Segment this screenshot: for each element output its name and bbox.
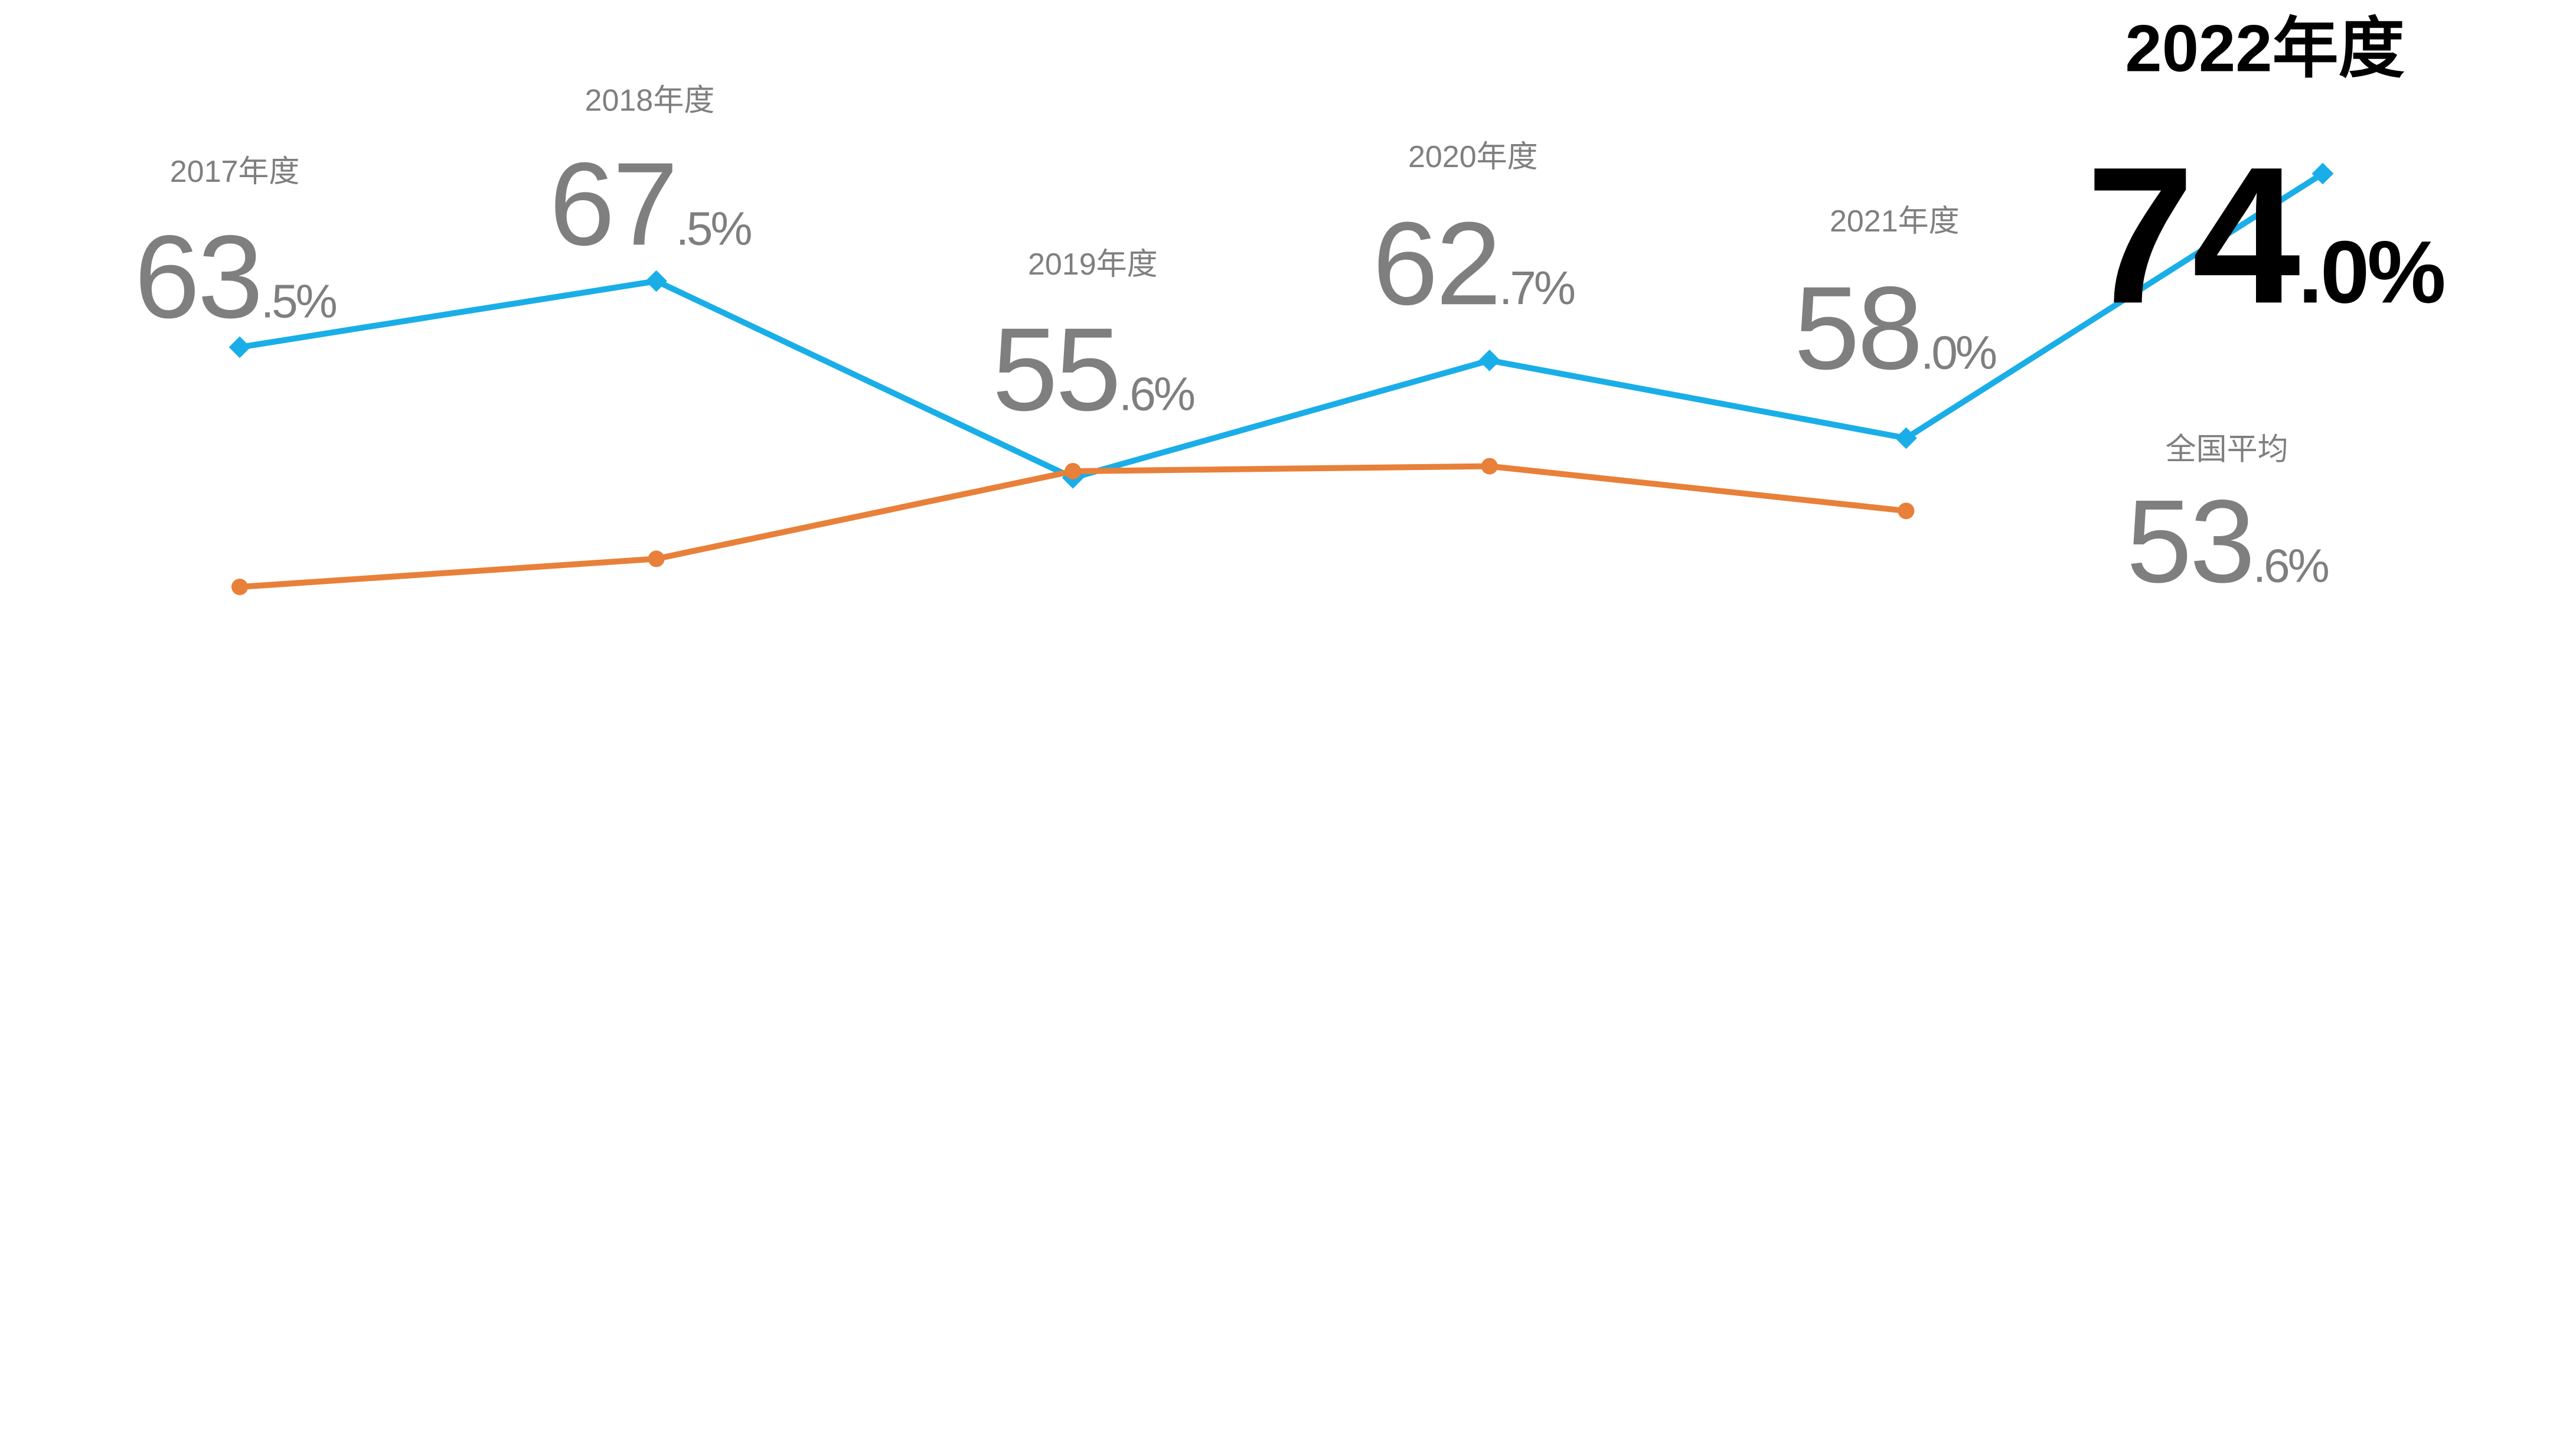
category-label: 2021年度 <box>1830 204 1960 239</box>
value-label: 58.0% <box>1794 262 1996 394</box>
point-marker <box>1895 427 1917 449</box>
point-marker <box>1065 463 1082 479</box>
series-line <box>239 171 2324 481</box>
value-label: 53.6% <box>2126 476 2328 608</box>
value-label: 67.5% <box>549 138 751 270</box>
value-label: 62.7% <box>1373 198 1575 329</box>
point-marker <box>228 336 251 358</box>
point-marker <box>231 579 248 595</box>
point-marker <box>1898 502 1915 520</box>
point-marker <box>648 550 665 567</box>
value-label: 74.0% <box>2086 126 2444 344</box>
value-label: 55.6% <box>992 303 1194 435</box>
category-label: 2022年度 <box>2125 11 2404 85</box>
point-marker <box>645 270 667 292</box>
category-label: 2020年度 <box>1408 140 1538 174</box>
value-label: 63.5% <box>134 211 336 343</box>
point-marker <box>1481 458 1498 475</box>
series-name: 全国平均 <box>2166 432 2288 466</box>
category-label: 2019年度 <box>1028 247 1158 282</box>
category-label: 2017年度 <box>170 155 300 189</box>
point-marker <box>1478 350 1501 371</box>
point-marker <box>2311 162 2334 185</box>
category-label: 2018年度 <box>585 84 715 118</box>
